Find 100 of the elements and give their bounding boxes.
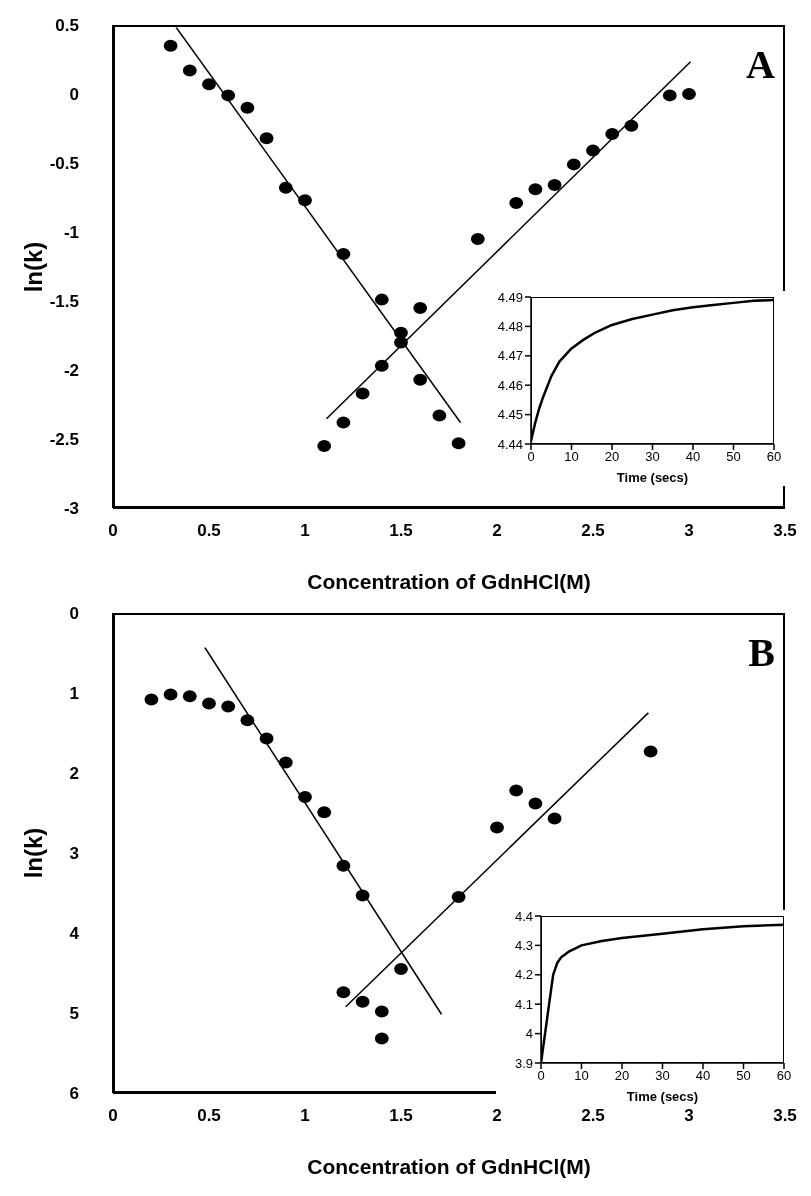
- point: [605, 128, 620, 141]
- y-tick-label: 0.5: [55, 16, 79, 36]
- y-tick-label: 3.9: [514, 1055, 533, 1071]
- x-tick-label: 0.5: [197, 521, 221, 541]
- point: [470, 232, 485, 245]
- point: [547, 179, 562, 192]
- x-axis-title: Time (secs): [625, 1089, 700, 1105]
- point: [336, 986, 351, 999]
- point: [355, 995, 370, 1008]
- point: [298, 194, 312, 207]
- y-axis-title: ln(k): [20, 241, 48, 292]
- point: [586, 144, 600, 157]
- y-axis-title: ln(k): [20, 827, 48, 879]
- point: [259, 732, 274, 745]
- x-tick-label: 60: [766, 449, 782, 465]
- x-tick-label: 30: [645, 449, 660, 465]
- point: [624, 119, 639, 132]
- x-tick-label: 20: [614, 1068, 630, 1084]
- point: [259, 132, 274, 145]
- point: [298, 791, 312, 803]
- point: [221, 700, 236, 713]
- annotation: A: [746, 42, 775, 87]
- y-tick-label: 4.47: [497, 348, 523, 364]
- x-axis-title: Time (secs): [615, 470, 690, 486]
- y-tick-label: -1: [63, 223, 79, 243]
- y-tick-label: 4.2: [514, 967, 533, 983]
- point: [221, 89, 236, 102]
- x-tick-label: 3: [684, 521, 694, 541]
- x-tick-label: 0.5: [197, 1106, 221, 1126]
- x-tick-label: 3: [684, 1106, 694, 1126]
- point: [336, 859, 351, 872]
- point: [547, 812, 562, 825]
- y-tick-label: 0: [69, 85, 79, 105]
- y-tick-label: 1: [69, 684, 79, 704]
- point: [394, 336, 408, 349]
- point: [566, 158, 581, 171]
- point: [662, 89, 677, 102]
- x-tick-label: 10: [564, 449, 579, 465]
- y-tick-label: 4.3: [514, 938, 533, 954]
- point: [394, 963, 408, 975]
- y-tick-label: 4.49: [497, 289, 523, 305]
- point: [182, 690, 197, 703]
- point: [374, 1005, 389, 1018]
- y-tick-label: -1.5: [49, 292, 79, 312]
- point: [355, 889, 370, 902]
- x-axis-title: Concentration of GdnHCl(M): [306, 1153, 592, 1179]
- y-tick-label: 4.4: [514, 908, 533, 924]
- x-tick-label: 40: [685, 449, 701, 465]
- x-tick-label: 3.5: [773, 521, 797, 541]
- annotation: B: [748, 630, 775, 675]
- point: [432, 409, 447, 422]
- y-tick-label: 4.44: [497, 436, 523, 452]
- point: [240, 714, 255, 727]
- x-tick-label: 20: [604, 449, 620, 465]
- y-tick-label: -2.5: [49, 430, 79, 450]
- x-axis-title: Concentration of GdnHCl(M): [306, 568, 592, 594]
- y-tick-label: -0.5: [49, 154, 79, 174]
- x-tick-label: 2.5: [581, 1106, 605, 1126]
- point: [240, 101, 255, 114]
- point: [144, 693, 159, 706]
- point: [451, 891, 466, 903]
- y-tick-label: 3: [69, 844, 79, 864]
- y-tick-label: 2: [69, 764, 79, 784]
- x-tick-label: 50: [736, 1068, 751, 1084]
- point: [355, 387, 370, 400]
- point: [451, 437, 466, 450]
- x-tick-label: 0: [537, 1068, 545, 1084]
- point: [317, 806, 332, 819]
- x-tick-label: 0: [108, 521, 118, 541]
- x-tick-label: 0: [108, 1106, 118, 1126]
- point: [202, 697, 216, 710]
- point: [278, 181, 293, 194]
- y-tick-label: -3: [63, 499, 79, 519]
- point: [163, 688, 178, 701]
- point: [374, 1032, 389, 1045]
- x-tick-label: 2.5: [581, 521, 605, 541]
- y-tick-label: 4.1: [514, 996, 533, 1012]
- x-tick-label: 1.5: [389, 521, 413, 541]
- point: [336, 416, 351, 429]
- point: [374, 293, 389, 306]
- y-tick-label: -2: [63, 361, 79, 381]
- point: [163, 39, 178, 52]
- x-tick-label: 30: [655, 1068, 670, 1084]
- point: [374, 359, 389, 372]
- y-tick-label: 4: [525, 1026, 533, 1042]
- point: [528, 183, 543, 196]
- y-tick-label: 4.45: [497, 407, 523, 423]
- point: [413, 301, 428, 314]
- x-tick-label: 1: [300, 521, 310, 541]
- y-tick-label: 4.48: [497, 319, 523, 335]
- point: [336, 248, 351, 261]
- x-tick-label: 3.5: [773, 1106, 797, 1126]
- point: [682, 88, 696, 100]
- point: [278, 756, 293, 769]
- y-tick-label: 6: [69, 1084, 79, 1104]
- x-tick-label: 50: [726, 449, 741, 465]
- y-tick-label: 5: [69, 1004, 79, 1024]
- y-tick-label: 4.46: [497, 377, 523, 393]
- y-tick-label: 4: [69, 924, 80, 944]
- point: [182, 64, 197, 77]
